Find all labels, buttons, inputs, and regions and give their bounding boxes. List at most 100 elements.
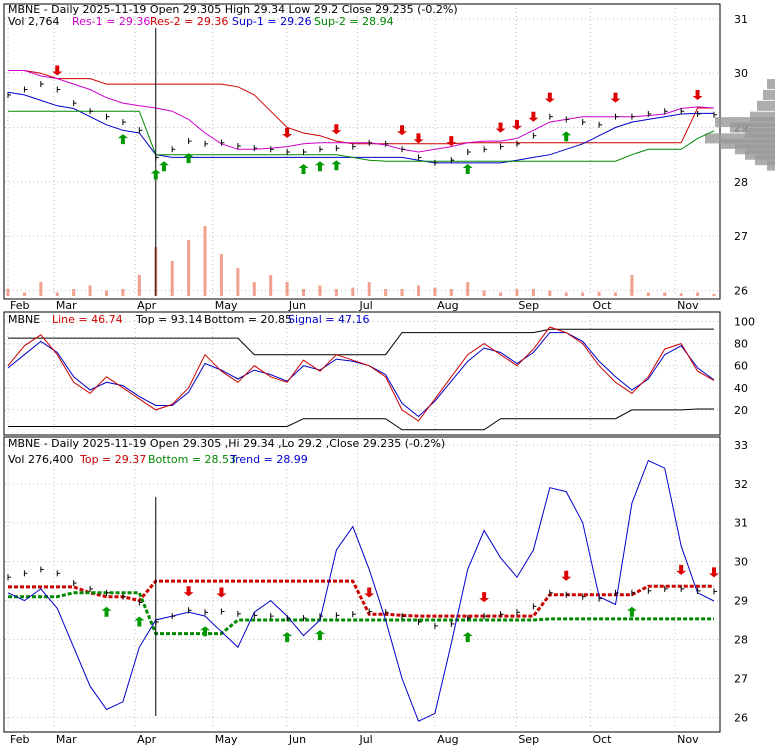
- month-label: May: [215, 733, 238, 745]
- y-tick-label: 26: [734, 285, 748, 298]
- y-tick-label: 40: [734, 382, 748, 395]
- p1-res2: Res-2 = 29.36: [150, 15, 228, 28]
- p2-symbol: MBNE: [8, 313, 40, 326]
- y-tick-label: 27: [734, 672, 748, 685]
- volume-bar: [367, 282, 371, 296]
- sell-arrow: [446, 136, 457, 147]
- y-tick-label: 20: [734, 404, 748, 417]
- volume-profile-bar: [705, 133, 775, 144]
- y-tick-label: 31: [734, 13, 748, 26]
- volume-bar: [564, 292, 568, 296]
- volume-bar: [55, 292, 59, 296]
- p2-bottom: Bottom = 20.85: [204, 313, 292, 326]
- month-label: May: [215, 299, 238, 312]
- month-label: Apr: [137, 299, 157, 312]
- month-label: Jul: [358, 299, 372, 312]
- buy-arrow: [314, 630, 325, 641]
- volume-profile-bar: [745, 149, 775, 160]
- volume-profile-bar: [720, 138, 775, 149]
- trend-bottom-line: [8, 591, 714, 636]
- volume-bar: [88, 285, 92, 296]
- volume-bar: [6, 289, 10, 296]
- volume-profile-bar: [750, 111, 775, 122]
- buy-arrow: [314, 161, 325, 172]
- volume-bar: [416, 285, 420, 296]
- volume-bar: [236, 268, 240, 296]
- p3-bottom: Bottom = 28.53: [148, 453, 236, 466]
- y-tick-label: 100: [734, 316, 755, 329]
- volume-profile-bar: [715, 117, 775, 128]
- volume-profile-bar: [763, 89, 775, 100]
- volume-bar: [203, 226, 207, 296]
- volume-bar: [252, 282, 256, 296]
- sell-arrow: [561, 570, 572, 581]
- p3-trend: Trend = 28.99: [229, 453, 308, 466]
- month-label: Oct: [592, 299, 612, 312]
- volume-bar: [400, 289, 404, 296]
- sup2-line: [8, 110, 715, 162]
- y-tick-label: 29: [734, 595, 748, 608]
- sell-arrow: [183, 586, 194, 597]
- buy-arrow: [626, 606, 637, 617]
- stoch-bottom-line: [8, 408, 714, 431]
- p2-top: Top = 93.14: [135, 313, 202, 326]
- buy-arrow: [150, 169, 161, 180]
- volume-bar: [384, 289, 388, 296]
- volume-profile-bar: [730, 122, 775, 133]
- p1-title: MBNE - Daily 2025-11-19 Open 29.305 High…: [8, 3, 458, 16]
- sell-arrow: [528, 111, 539, 122]
- month-label: Mar: [56, 733, 77, 745]
- volume-bar: [285, 282, 289, 296]
- month-label: Aug: [437, 299, 458, 312]
- volume-profile-bar: [767, 160, 775, 171]
- month-label: Aug: [437, 733, 458, 745]
- volume-bar: [548, 290, 552, 296]
- volume-bar: [219, 254, 223, 296]
- buy-arrow: [282, 632, 293, 643]
- volume-bar: [646, 292, 650, 296]
- volume-bar: [531, 289, 535, 296]
- y-tick-label: 30: [734, 556, 748, 569]
- sell-arrow: [364, 587, 375, 598]
- volume-bar: [302, 289, 306, 296]
- month-label: Sep: [518, 733, 539, 745]
- y-tick-label: 33: [734, 439, 748, 452]
- volume-bar: [613, 292, 617, 296]
- volume-bar: [351, 287, 355, 296]
- sell-arrow: [495, 122, 506, 133]
- buy-arrow: [462, 164, 473, 174]
- y-tick-label: 31: [734, 517, 748, 530]
- volume-profile-bar: [757, 100, 775, 111]
- y-tick-label: 80: [734, 338, 748, 351]
- volume-bar: [187, 240, 191, 296]
- volume-bar: [137, 275, 141, 296]
- volume-bar: [515, 289, 519, 296]
- panel-3-trend: 26 27 28 29 30 31 32 33 Feb Mar Apr May Jun Jul Aug Sep…: [5, 439, 748, 746]
- p1-vol: Vol 2,764: [8, 15, 59, 28]
- y-tick-label: 60: [734, 360, 748, 373]
- p3-top: Top = 29.37: [79, 453, 146, 466]
- volume-bar: [696, 292, 700, 296]
- volume-bar: [121, 289, 125, 296]
- volume-bar: [105, 290, 109, 296]
- volume-bar: [22, 292, 26, 296]
- volume-bar: [712, 293, 716, 296]
- panel-2-frame: [3, 311, 721, 436]
- volume-bar: [663, 292, 667, 296]
- res1-line: [8, 70, 715, 153]
- p1-sup1: Sup-1 = 29.26: [232, 15, 312, 28]
- y-tick-label: 30: [734, 67, 748, 80]
- p2-signal: Signal = 47.16: [288, 313, 370, 326]
- volume-profile-bar: [755, 155, 775, 166]
- month-label: Mar: [56, 299, 77, 312]
- p3-title: MBNE - Daily 2025-11-19 Open 29.305 ,Hi …: [8, 437, 445, 450]
- panel-1-price: 262728293031FebMarAprMayJunJulAugSepOctN…: [5, 8, 775, 312]
- sell-arrow: [282, 128, 293, 138]
- y-tick-label: 28: [734, 176, 748, 189]
- volume-bar: [581, 292, 585, 296]
- volume-bar: [39, 282, 43, 296]
- sell-arrow: [709, 567, 719, 578]
- sell-arrow: [610, 92, 621, 103]
- month-label: Oct: [592, 733, 612, 745]
